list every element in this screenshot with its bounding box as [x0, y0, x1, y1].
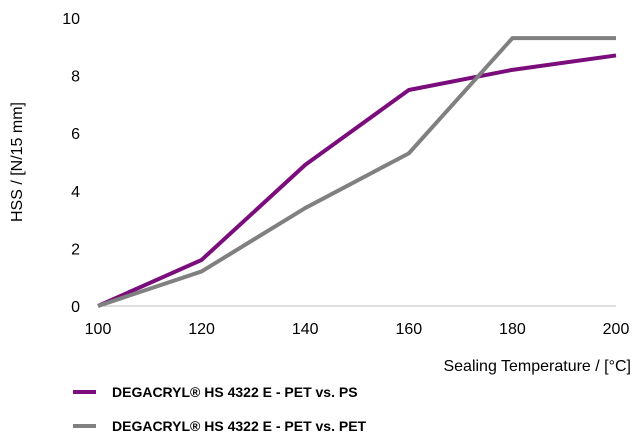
- y-tick-label: 0: [71, 299, 80, 316]
- x-axis-title: Sealing Temperature / [°C]: [443, 358, 631, 375]
- legend: DEGACRYL® HS 4322 E - PET vs. PS DEGACRYL…: [73, 384, 367, 434]
- y-tick-label: 10: [62, 11, 80, 28]
- series-lines: [97, 36, 617, 308]
- x-tick-label: 160: [395, 321, 422, 338]
- y-tick-label: 4: [71, 184, 80, 201]
- y-axis-ticks: 0 2 4 6 8 10: [62, 11, 80, 316]
- series-line-1: [97, 53, 617, 308]
- x-tick-label: 200: [603, 321, 630, 338]
- y-tick-label: 8: [71, 69, 80, 86]
- series-line-2: [97, 36, 616, 308]
- x-axis-ticks: 100 120 140 160 180 200: [85, 321, 630, 338]
- y-tick-label: 6: [71, 126, 80, 143]
- x-tick-label: 120: [188, 321, 215, 338]
- legend-label-2: DEGACRYL® HS 4322 E - PET vs. PET: [112, 418, 367, 434]
- y-axis-title: HSS / [N/15 mm]: [9, 102, 26, 222]
- x-tick-label: 140: [292, 321, 319, 338]
- x-tick-label: 180: [499, 321, 526, 338]
- legend-label-1: DEGACRYL® HS 4322 E - PET vs. PS: [112, 384, 358, 400]
- x-tick-label: 100: [85, 321, 112, 338]
- y-tick-label: 2: [71, 241, 80, 258]
